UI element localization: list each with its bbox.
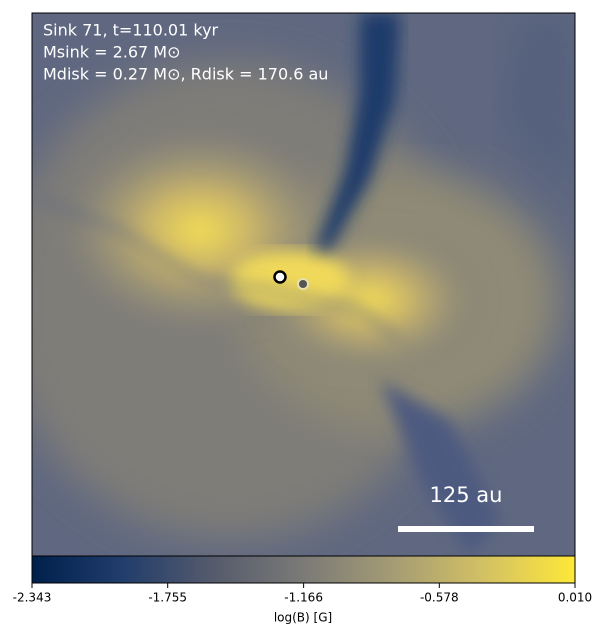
sink-marker xyxy=(273,270,287,284)
field-image xyxy=(32,13,575,556)
scale-bar xyxy=(398,526,534,532)
colorbar-tick-label: -1.755 xyxy=(148,591,187,605)
annotation: Msink = 2.67 M⊙ xyxy=(43,43,181,62)
scale-bar-label: 125 au xyxy=(430,483,503,507)
annotation: Mdisk = 0.27 M⊙, Rdisk = 170.6 au xyxy=(43,65,328,84)
colorbar-tick-label: -0.578 xyxy=(420,591,459,605)
colorbar-tick-label: -2.343 xyxy=(13,591,52,605)
colorbar-label: log(B) [G] xyxy=(274,611,332,625)
sink-marker xyxy=(297,278,309,290)
colorbar-tick-label: 0.010 xyxy=(558,591,592,605)
colorbar-tick-label: -1.166 xyxy=(284,591,323,605)
annotation: Sink 71, t=110.01 kyr xyxy=(43,21,219,40)
colorbar xyxy=(31,555,576,584)
